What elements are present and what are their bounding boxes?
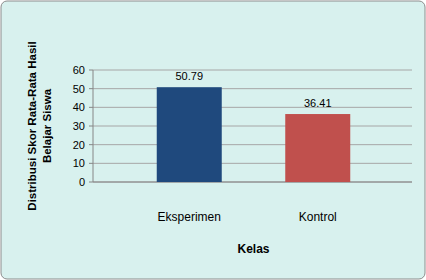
- chart: 0 10 20 30 40 50 60 50.79 Eksperimen 36.41 Kontrol…: [0, 0, 426, 280]
- x-axis: [93, 182, 412, 183]
- grid-line: [93, 144, 412, 145]
- y-tick-label: 40: [73, 101, 85, 113]
- bar: [157, 87, 222, 182]
- y-tick-label: 0: [79, 176, 85, 188]
- x-tick-label: Eksperimen: [158, 210, 221, 224]
- data-label: 50.79: [175, 70, 203, 82]
- y-tick-label: 50: [73, 83, 85, 95]
- x-tick-label: Kontrol: [299, 210, 337, 224]
- grid-line: [93, 88, 412, 89]
- grid-line: [93, 163, 412, 164]
- bar: [285, 114, 350, 182]
- x-axis-title: Kelas: [237, 242, 269, 256]
- y-tick: [89, 88, 93, 89]
- y-axis-title-line: Belajar Siswa: [41, 88, 53, 163]
- y-tick: [89, 182, 93, 183]
- y-tick: [89, 107, 93, 108]
- data-label: 36.41: [304, 97, 332, 109]
- y-tick: [89, 126, 93, 127]
- y-axis-title: Distribusi Skor Rata-Rata HasilBelajar S…: [26, 41, 53, 210]
- grid-line: [93, 126, 412, 127]
- grid-line: [93, 70, 412, 71]
- y-tick: [89, 163, 93, 164]
- y-axis-title-line: Distribusi Skor Rata-Rata Hasil: [26, 41, 38, 210]
- y-tick-label: 60: [73, 64, 85, 76]
- y-axis: [93, 70, 94, 182]
- grid-line: [93, 182, 412, 183]
- y-tick-label: 10: [73, 157, 85, 169]
- y-tick-label: 30: [73, 120, 85, 132]
- bars: [157, 87, 351, 182]
- y-tick: [89, 70, 93, 71]
- chart-area: [1, 1, 425, 279]
- grid-line: [93, 107, 412, 108]
- y-tick: [89, 144, 93, 145]
- y-tick-label: 20: [73, 139, 85, 151]
